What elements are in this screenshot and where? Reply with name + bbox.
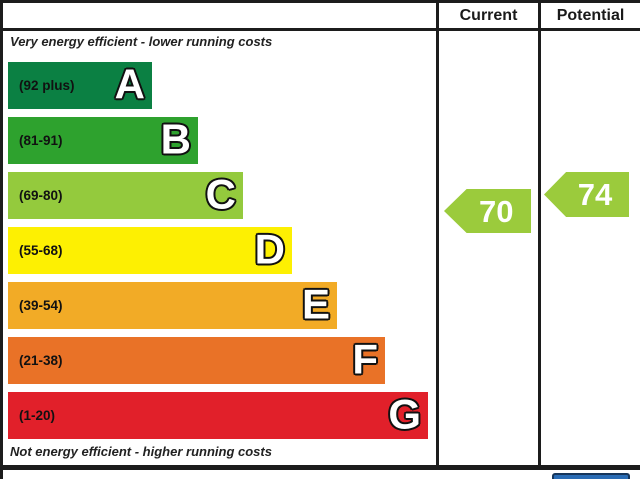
rating-bar-c: (69-80) C xyxy=(8,172,243,219)
band-range-label: (92 plus) xyxy=(19,78,75,93)
table-border-left xyxy=(0,0,3,479)
potential-column-divider xyxy=(538,0,541,465)
band-range-label: (1-20) xyxy=(19,408,56,423)
band-letter: C xyxy=(205,169,236,217)
band-letter: G xyxy=(388,389,421,437)
current-column-divider xyxy=(436,0,439,465)
table-border-bottom xyxy=(0,465,640,470)
potential-rating-value: 74 xyxy=(577,177,613,212)
bottom-caption: Not energy efficient - higher running co… xyxy=(10,444,272,459)
band-letter: A xyxy=(114,59,145,107)
current-rating-value: 70 xyxy=(478,193,514,229)
band-letter: B xyxy=(160,114,191,162)
header-divider-line xyxy=(0,28,640,31)
band-letter: D xyxy=(254,224,285,272)
current-rating-arrow: 70 xyxy=(444,189,531,233)
band-range-label: (81-91) xyxy=(19,133,63,148)
partial-next-section-edge xyxy=(552,473,630,479)
top-caption: Very energy efficient - lower running co… xyxy=(10,34,273,49)
band-range-label: (55-68) xyxy=(19,243,63,258)
rating-bar-d: (55-68) D xyxy=(8,227,292,274)
table-border-top xyxy=(0,0,640,3)
rating-bar-g: (1-20) G xyxy=(8,392,428,439)
rating-bar-f: (21-38) F xyxy=(8,337,385,384)
potential-rating-arrow: 74 xyxy=(544,172,629,217)
band-letter: F xyxy=(352,334,378,382)
band-range-label: (39-54) xyxy=(19,298,63,313)
rating-bar-a: (92 plus) A xyxy=(8,62,152,109)
band-range-label: (69-80) xyxy=(19,188,63,203)
band-range-label: (21-38) xyxy=(19,353,63,368)
potential-column-header: Potential xyxy=(556,6,625,24)
current-column-header: Current xyxy=(459,6,518,24)
rating-bar-b: (81-91) B xyxy=(8,117,198,164)
rating-bar-e: (39-54) E xyxy=(8,282,337,329)
band-letter: E xyxy=(301,279,330,327)
